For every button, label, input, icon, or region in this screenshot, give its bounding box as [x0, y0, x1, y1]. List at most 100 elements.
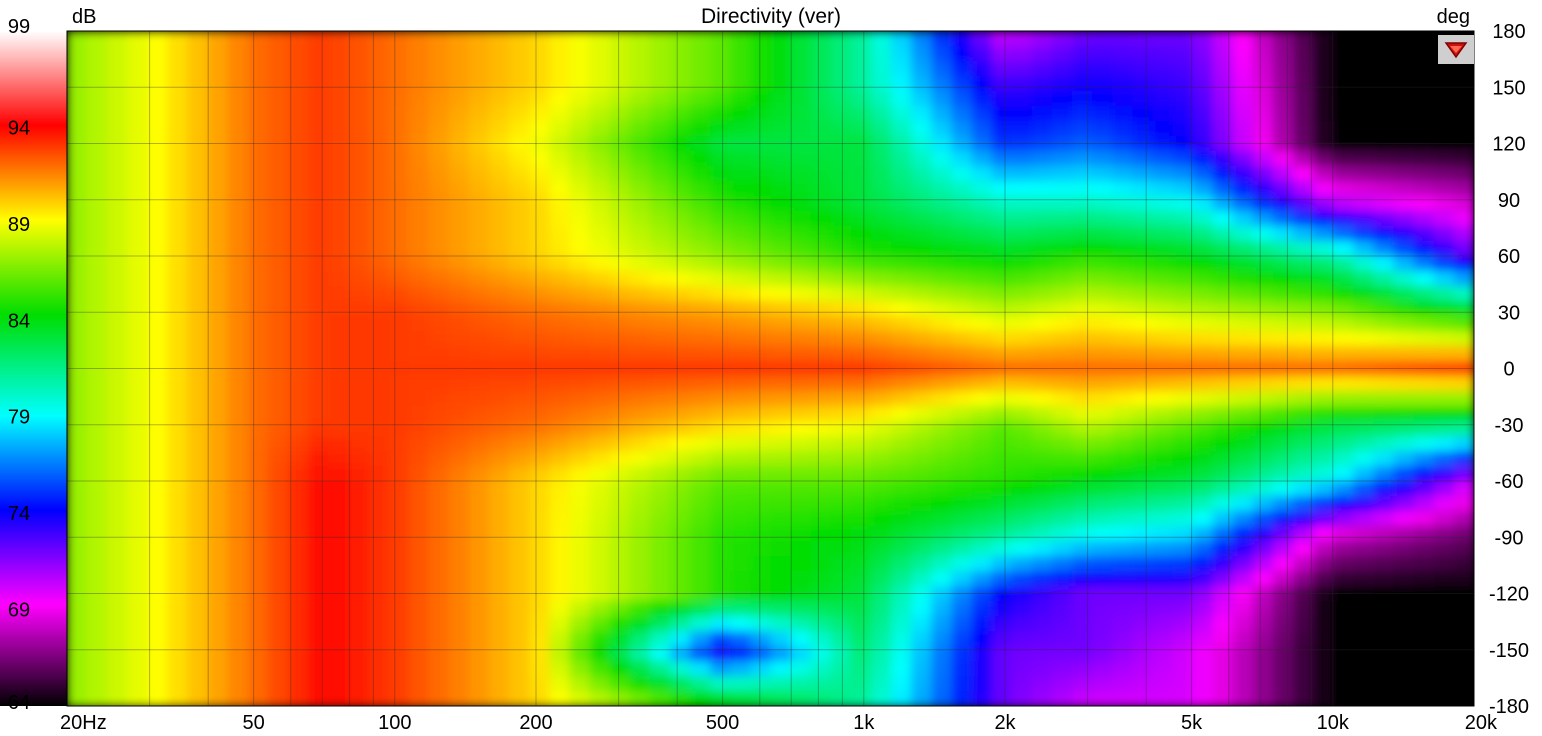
- heatmap-cell: [107, 496, 129, 512]
- heatmap-cell: [127, 586, 149, 602]
- heatmap-cell: [891, 136, 913, 152]
- heatmap-cell: [268, 406, 290, 422]
- heatmap-cell: [408, 481, 430, 497]
- heatmap-cell: [911, 256, 933, 272]
- heatmap-cell: [690, 466, 712, 482]
- heatmap-cell: [589, 436, 611, 452]
- heatmap-cell: [368, 661, 390, 677]
- heatmap-cell: [1011, 181, 1033, 197]
- heatmap-cell: [1011, 451, 1033, 467]
- heatmap-cell: [609, 301, 631, 317]
- heatmap-cell: [1051, 286, 1073, 302]
- heatmap-cell: [1232, 136, 1254, 152]
- heatmap-cell: [67, 361, 89, 377]
- heatmap-cell: [730, 46, 752, 62]
- heatmap-cell: [891, 691, 913, 706]
- heatmap-cell: [1273, 676, 1295, 692]
- heatmap-cell: [629, 601, 651, 617]
- heatmap-cell: [609, 106, 631, 122]
- heatmap-cell: [408, 586, 430, 602]
- heatmap-cell: [127, 391, 149, 407]
- heatmap-cell: [951, 646, 973, 662]
- heatmap-cell: [388, 211, 410, 227]
- heatmap-cell: [288, 166, 310, 182]
- heatmap-cell: [388, 421, 410, 437]
- heatmap-cell: [147, 391, 169, 407]
- heatmap-cell: [368, 76, 390, 92]
- heatmap-cell: [1393, 61, 1415, 77]
- heatmap-cell: [1112, 271, 1134, 287]
- heatmap-cell: [408, 631, 430, 647]
- heatmap-cell: [247, 136, 269, 152]
- heatmap-cell: [830, 316, 852, 332]
- heatmap-cell: [1112, 526, 1134, 542]
- heatmap-cell: [931, 46, 953, 62]
- red-triangle-logo-icon[interactable]: [1438, 35, 1474, 64]
- heatmap-cell: [1273, 451, 1295, 467]
- heatmap-cell: [147, 466, 169, 482]
- heatmap-cell: [750, 46, 772, 62]
- heatmap-cell: [448, 511, 470, 527]
- heatmap-cell: [1373, 541, 1395, 557]
- heatmap-cell: [489, 511, 511, 527]
- heatmap-cell: [951, 151, 973, 167]
- heatmap-cell: [589, 46, 611, 62]
- heatmap-cell: [67, 451, 89, 467]
- heatmap-cell: [67, 481, 89, 497]
- heatmap-cell: [1072, 376, 1094, 392]
- heatmap-cell: [67, 241, 89, 257]
- heatmap-cell: [931, 541, 953, 557]
- heatmap-cell: [368, 91, 390, 107]
- heatmap-cell: [1232, 361, 1254, 377]
- heatmap-cell: [107, 106, 129, 122]
- heatmap-cell: [589, 61, 611, 77]
- heatmap-cell: [1112, 451, 1134, 467]
- heatmap-cell: [549, 76, 571, 92]
- heatmap-cell: [871, 76, 893, 92]
- heatmap-cell: [1373, 106, 1395, 122]
- heatmap-cell: [1313, 676, 1335, 692]
- heatmap-cell: [1011, 46, 1033, 62]
- heatmap-cell: [690, 46, 712, 62]
- heatmap-cell: [1152, 586, 1174, 602]
- heatmap-cell: [1252, 391, 1274, 407]
- heatmap-cell: [207, 361, 229, 377]
- heatmap-cell: [670, 676, 692, 692]
- heatmap-cell: [850, 376, 872, 392]
- heatmap-cell: [891, 46, 913, 62]
- heatmap-cell: [891, 586, 913, 602]
- heatmap-cell: [1393, 331, 1415, 347]
- heatmap-cell: [187, 151, 209, 167]
- heatmap-cell: [629, 46, 651, 62]
- heatmap-cell: [951, 676, 973, 692]
- heatmap-cell: [629, 526, 651, 542]
- heatmap-cell: [1192, 496, 1214, 512]
- heatmap-cell: [629, 466, 651, 482]
- heatmap-cell: [1031, 676, 1053, 692]
- heatmap-cell: [931, 76, 953, 92]
- heatmap-cell: [288, 556, 310, 572]
- heatmap-cell: [730, 406, 752, 422]
- heatmap-cell: [1373, 301, 1395, 317]
- heatmap-cell: [187, 631, 209, 647]
- heatmap-cell: [1273, 91, 1295, 107]
- heatmap-cell: [710, 646, 732, 662]
- heatmap-cell: [328, 601, 350, 617]
- heatmap-cell: [1313, 556, 1335, 572]
- heatmap-cell: [268, 316, 290, 332]
- heatmap-cell: [1293, 391, 1315, 407]
- heatmap-cell: [1333, 91, 1355, 107]
- heatmap-cell: [1393, 421, 1415, 437]
- heatmap-cell: [1393, 91, 1415, 107]
- heatmap-cell: [1252, 451, 1274, 467]
- heatmap-cell: [609, 241, 631, 257]
- heatmap-cell: [268, 631, 290, 647]
- heatmap-cell: [951, 526, 973, 542]
- heatmap-cell: [207, 646, 229, 662]
- heatmap-cell: [850, 106, 872, 122]
- heatmap-cell: [87, 76, 109, 92]
- heatmap-cell: [227, 61, 249, 77]
- heatmap-cell: [1011, 526, 1033, 542]
- heatmap-cell: [288, 226, 310, 242]
- heatmap-cell: [167, 331, 189, 347]
